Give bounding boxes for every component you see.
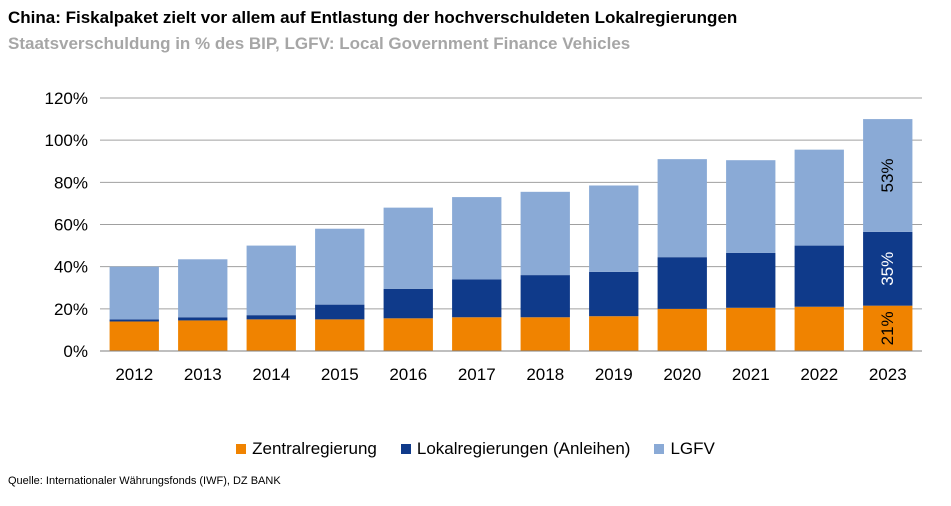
bar-segment-lokalregierungen-anleihen [452,279,502,318]
x-tick-label: 2018 [526,365,564,384]
bar-segment-lgfv [315,228,365,305]
legend-item-lgfv: LGFV [654,439,715,459]
bar-segment-lgfv [589,185,639,272]
bar-segment-lgfv [109,266,159,320]
bar-segment-lgfv [863,119,913,232]
bar-segment-lokalregierungen-anleihen [520,275,570,318]
data-label: 53% [878,158,897,192]
x-tick-label: 2017 [458,365,496,384]
bar-segment-zentralregierung [178,320,228,351]
legend-swatch-lokalregierungen [400,444,411,454]
x-tick-label: 2022 [800,365,838,384]
x-tick-label: 2020 [663,365,701,384]
bar-segment-zentralregierung [657,308,707,351]
bar-segment-zentralregierung [246,319,296,351]
chart-title: China: Fiskalpaket zielt vor allem auf E… [8,8,738,27]
chart-subtitle: Staatsverschuldung in % des BIP, LGFV: L… [8,34,631,53]
source-note: Quelle: Internationaler Währungsfonds (I… [8,475,281,487]
bar-segment-zentralregierung [315,319,365,351]
legend-swatch-zentralregierung [236,444,247,454]
bar-segment-lgfv [452,197,502,280]
bar-segment-zentralregierung [726,307,776,351]
x-tick-label: 2014 [252,365,290,384]
bar-segment-lokalregierungen-anleihen [589,271,639,317]
y-tick-label: 20% [54,300,88,319]
legend-label-zentralregierung: Zentralregierung [252,439,377,458]
bar-segment-zentralregierung [520,317,570,351]
bar-segment-lokalregierungen-anleihen [246,315,296,320]
bar-segment-zentralregierung [109,321,159,351]
y-tick-label: 80% [54,173,88,192]
bar-segment-lgfv [383,207,433,289]
x-tick-label: 2023 [869,365,907,384]
x-tick-label: 2012 [115,365,153,384]
bar-segment-zentralregierung [863,305,913,351]
bar-segment-zentralregierung [383,318,433,351]
bar-segment-zentralregierung [452,317,502,351]
y-tick-label: 0% [63,342,88,361]
chart-legend: Zentralregierung Lokalregierungen (Anlei… [0,439,951,459]
y-tick-label: 40% [54,258,88,277]
bar-segment-lokalregierungen-anleihen [383,288,433,319]
legend-label-lgfv: LGFV [670,439,715,458]
bar-segment-lokalregierungen-anleihen [794,245,844,307]
x-tick-label: 2013 [184,365,222,384]
bar-segment-lokalregierungen-anleihen [657,257,707,309]
bar-segment-lgfv [726,160,776,253]
legend-item-lokalregierungen: Lokalregierungen (Anleihen) [400,439,631,459]
data-label: 21% [878,311,897,345]
bar-segment-lgfv [246,245,296,316]
bar-segment-lokalregierungen-anleihen [315,304,365,320]
bar-segment-lokalregierungen-anleihen [109,319,159,322]
bar-segment-lgfv [794,149,844,246]
legend-label-lokalregierungen: Lokalregierungen (Anleihen) [416,439,631,458]
chart-canvas: 0% 20% 40% 60% 80% 100% 120% 2012 2013 2014 2015 20… [45,89,922,384]
x-tick-label: 2021 [732,365,770,384]
bar-segment-lgfv [178,259,228,318]
x-tick-label: 2015 [321,365,359,384]
bar-segment-lokalregierungen-anleihen [726,252,776,308]
bar-segment-zentralregierung [794,306,844,351]
legend-item-zentralregierung: Zentralregierung [236,439,377,459]
y-tick-label: 100% [45,131,88,150]
y-tick-label: 60% [54,216,88,235]
legend-swatch-lgfv [654,444,665,454]
data-label: 35% [878,252,897,286]
x-tick-label: 2019 [595,365,633,384]
bar-segment-lokalregierungen-anleihen [178,317,228,321]
x-tick-label: 2016 [389,365,427,384]
bar-segment-lgfv [657,159,707,258]
bar-segment-zentralregierung [589,316,639,351]
bar-segment-lokalregierungen-anleihen [863,231,913,306]
bar-segment-lgfv [520,191,570,276]
y-tick-label: 120% [45,89,88,108]
